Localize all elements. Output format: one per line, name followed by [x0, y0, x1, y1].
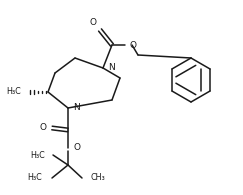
Text: CH₃: CH₃ — [90, 174, 105, 183]
Text: O: O — [129, 41, 136, 50]
Text: N: N — [73, 104, 80, 113]
Text: N: N — [108, 64, 115, 73]
Text: O: O — [89, 18, 96, 27]
Text: H₃C: H₃C — [27, 174, 42, 183]
Text: O: O — [39, 123, 46, 132]
Text: H₃C: H₃C — [6, 88, 21, 97]
Text: H₃C: H₃C — [30, 151, 45, 160]
Text: O: O — [73, 144, 80, 152]
